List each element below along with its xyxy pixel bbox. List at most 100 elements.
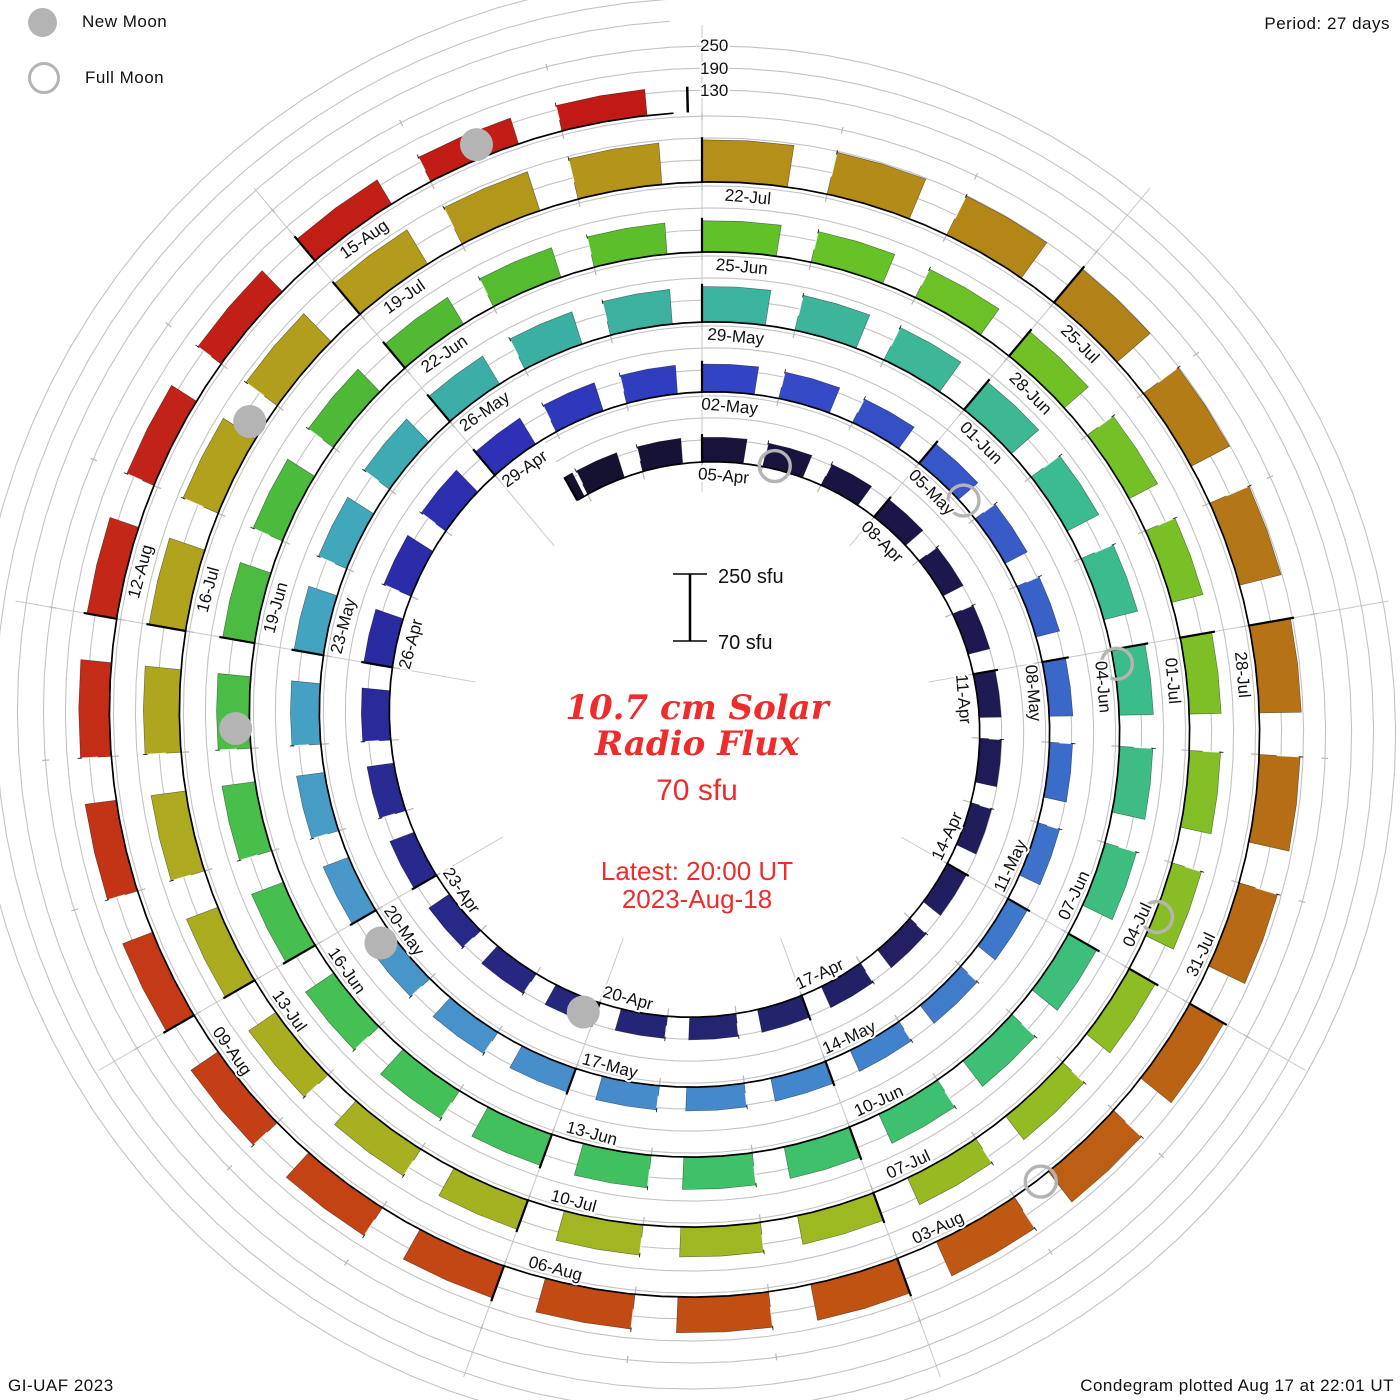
day-tick-outer bbox=[964, 193, 968, 199]
segment-tick bbox=[945, 862, 970, 877]
day-tick-inner bbox=[48, 606, 56, 609]
day-tick-inner bbox=[587, 494, 592, 502]
day-tick-white bbox=[619, 375, 625, 392]
day-tick-white bbox=[664, 1025, 668, 1038]
day-tick-white bbox=[1042, 455, 1060, 469]
day-tick-outer bbox=[928, 266, 931, 272]
day-tick-inner bbox=[450, 421, 456, 429]
day-tick-inner bbox=[389, 489, 397, 495]
day-tick-white bbox=[364, 740, 380, 743]
new-moon-marker bbox=[233, 404, 267, 438]
day-tick-inner bbox=[347, 568, 355, 573]
full-moon-marker bbox=[946, 483, 981, 518]
day-tick-outer bbox=[1140, 1135, 1144, 1139]
date-label: 28-Jul bbox=[1231, 651, 1254, 699]
segment-tick bbox=[872, 496, 892, 519]
date-label: 05-Apr bbox=[697, 464, 750, 487]
flux-band-day bbox=[471, 1106, 553, 1166]
segment-tick bbox=[515, 1198, 530, 1233]
flux-band-day bbox=[701, 286, 772, 326]
segment-tick bbox=[291, 648, 325, 657]
day-tick-outer bbox=[416, 154, 420, 159]
radial-gridline-label-190: 190 bbox=[700, 59, 728, 78]
day-tick-white bbox=[81, 756, 99, 759]
day-tick-outer bbox=[461, 945, 465, 950]
day-tick-inner bbox=[1030, 819, 1038, 823]
day-tick-outer bbox=[601, 299, 604, 305]
day-tick-inner bbox=[750, 1144, 753, 1152]
day-tick-white bbox=[813, 232, 819, 250]
day-tick-inner bbox=[1009, 586, 1017, 590]
day-tick-inner bbox=[1000, 894, 1008, 899]
flux-band-day bbox=[185, 906, 256, 998]
flux-band-day bbox=[770, 1060, 834, 1102]
day-tick-white bbox=[1226, 485, 1249, 497]
day-tick-inner bbox=[545, 63, 549, 71]
day-tick-inner bbox=[1241, 625, 1249, 628]
day-tick-outer bbox=[1176, 365, 1181, 369]
day-tick-inner bbox=[734, 1005, 737, 1013]
day-tick-inner bbox=[798, 987, 802, 995]
day-tick-white bbox=[568, 159, 575, 183]
day-tick-white bbox=[988, 738, 1001, 740]
day-tick-inner bbox=[1172, 637, 1180, 640]
day-tick-outer bbox=[1111, 543, 1116, 546]
day-tick-outer bbox=[646, 1185, 649, 1191]
day-tick-white bbox=[1071, 1070, 1085, 1083]
day-tick-white bbox=[1026, 576, 1039, 583]
day-tick-inner bbox=[973, 172, 979, 180]
day-tick-inner bbox=[270, 207, 276, 214]
day-tick-white bbox=[744, 1093, 748, 1106]
date-label: 04-Jun bbox=[1091, 660, 1114, 713]
day-tick-inner bbox=[524, 369, 529, 377]
day-tick-inner bbox=[879, 360, 884, 368]
day-tick-white bbox=[146, 752, 167, 755]
flux-band-day bbox=[307, 368, 381, 448]
day-tick-outer bbox=[1058, 453, 1063, 458]
day-tick-inner bbox=[165, 322, 172, 328]
flux-band-day bbox=[1208, 882, 1278, 985]
day-tick-outer bbox=[243, 380, 249, 385]
day-tick-white bbox=[253, 528, 271, 537]
flux-band-day bbox=[974, 503, 1028, 564]
day-tick-outer bbox=[554, 102, 557, 108]
day-tick-inner bbox=[315, 940, 323, 946]
day-tick-white bbox=[308, 428, 324, 441]
segment-tick bbox=[1007, 328, 1033, 358]
day-tick-white bbox=[797, 296, 804, 316]
day-tick-white bbox=[761, 1234, 765, 1251]
day-tick-white bbox=[1255, 887, 1278, 895]
day-tick-inner bbox=[481, 924, 488, 931]
day-tick-outer bbox=[521, 991, 526, 996]
day-tick-white bbox=[575, 471, 584, 485]
day-tick-inner bbox=[932, 1073, 938, 1080]
day-tick-inner bbox=[1061, 929, 1069, 934]
day-tick-outer bbox=[755, 1182, 757, 1188]
day-tick-inner bbox=[758, 1214, 761, 1222]
day-tick-outer bbox=[990, 1161, 994, 1166]
flux-band-day bbox=[810, 231, 896, 284]
segment-tick bbox=[1127, 967, 1159, 987]
day-tick-white bbox=[443, 208, 455, 230]
day-tick-inner bbox=[328, 1068, 335, 1075]
day-tick-outer bbox=[1134, 851, 1140, 854]
segment-tick bbox=[800, 994, 812, 1021]
day-tick-white bbox=[1097, 416, 1113, 428]
day-tick-inner bbox=[90, 457, 98, 462]
day-tick-white bbox=[240, 854, 259, 861]
day-tick-inner bbox=[634, 1286, 637, 1294]
day-tick-inner bbox=[958, 410, 964, 417]
day-tick-inner bbox=[848, 423, 853, 430]
day-tick-inner bbox=[954, 960, 961, 967]
day-tick-inner bbox=[1056, 1056, 1063, 1063]
day-tick-outer bbox=[975, 980, 980, 984]
day-tick-white bbox=[354, 1036, 370, 1050]
flux-band-day bbox=[142, 665, 182, 755]
full-moon-marker bbox=[1023, 1164, 1058, 1199]
day-tick-inner bbox=[255, 975, 262, 981]
date-label: 02-May bbox=[701, 394, 760, 418]
period-label: Period: 27 days bbox=[1264, 14, 1390, 33]
day-tick-white bbox=[1202, 750, 1220, 753]
